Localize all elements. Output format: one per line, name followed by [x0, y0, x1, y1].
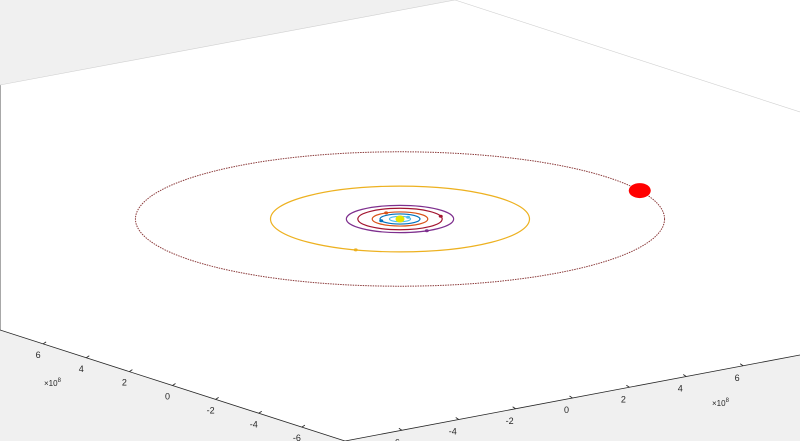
- planet-marker-5: [424, 229, 429, 233]
- y-tick-layer: -6 -4 -2 0 2 4 6: [36, 341, 306, 441]
- planet-marker-3: [384, 211, 389, 215]
- y-tick-label: -6: [293, 433, 301, 441]
- orbit-path-6: [269, 185, 531, 253]
- y-tick-label: 4: [79, 364, 84, 374]
- x-tick-label: -2: [506, 416, 514, 426]
- y-tick-mark: [258, 410, 262, 414]
- y-tick-mark: [129, 369, 133, 372]
- y-tick-label: 6: [36, 350, 41, 360]
- box-edge-top-left: [0, 0, 456, 86]
- x-tick-mark: [398, 427, 403, 431]
- orbit-path-5: [345, 204, 455, 234]
- x-tick-label: 4: [678, 384, 683, 394]
- y-tick-label: 2: [122, 378, 127, 388]
- y-tick-mark: [301, 424, 306, 428]
- orbit-layer: [134, 151, 666, 287]
- x-exponent-label: ×108: [712, 398, 730, 408]
- y-tick-mark: [215, 397, 219, 400]
- x-tick-mark: [739, 363, 744, 367]
- planet-marker-4: [438, 214, 443, 218]
- planet-marker-2: [379, 219, 384, 223]
- planet-marker-7: [628, 183, 651, 199]
- x-tick-mark: [569, 395, 573, 399]
- sun-marker: [395, 215, 405, 223]
- orbit-path-3: [371, 211, 429, 227]
- x-tick-label: -4: [449, 427, 457, 437]
- y-exponent-label: ×108: [44, 378, 62, 388]
- orbit-path-4: [357, 207, 443, 231]
- x-tick-label: 6: [735, 373, 740, 383]
- y-tick-mark: [42, 341, 47, 345]
- y-tick-mark: [86, 355, 90, 359]
- orbit-path-2: [379, 213, 421, 225]
- x-tick-label: -6: [392, 437, 400, 441]
- y-tick-label: -4: [250, 419, 258, 429]
- x-tick-label: 0: [564, 405, 569, 415]
- y-tick-label: -2: [207, 405, 215, 415]
- x-tick-mark: [455, 417, 459, 420]
- x-tick-mark: [626, 384, 630, 388]
- x-tick-layer: -6 -4 -2 0 2 4 6: [392, 363, 744, 441]
- orbit-path-7: [134, 151, 666, 287]
- planet-marker-1: [406, 215, 411, 219]
- y-tick-label: 0: [165, 392, 170, 402]
- x-tick-label: 2: [621, 394, 626, 404]
- x-tick-mark: [512, 406, 516, 410]
- planet-marker-6: [353, 248, 358, 252]
- box-edge-top-right: [454, 0, 800, 113]
- x-tick-mark: [683, 374, 687, 377]
- y-tick-mark: [172, 383, 176, 386]
